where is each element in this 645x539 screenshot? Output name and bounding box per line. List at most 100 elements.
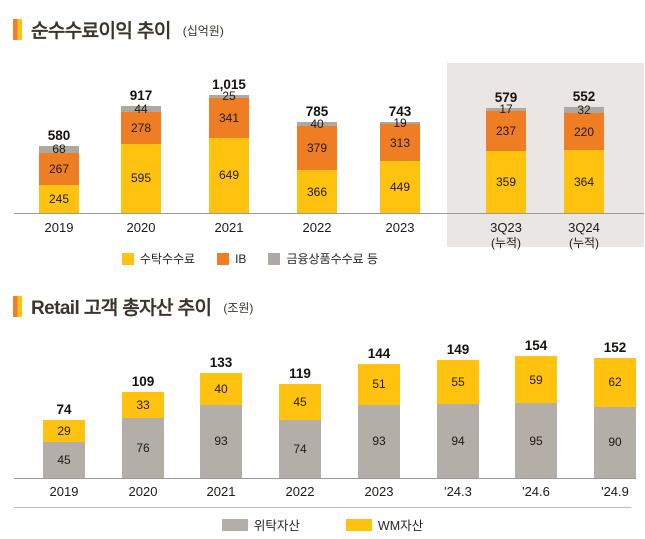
stacked-bar-2022: 366 379 40 785 <box>297 104 337 213</box>
bar-segment: 55 <box>437 360 479 404</box>
stacked-bar-3Q23: 359 237 17 579 <box>486 90 526 213</box>
stacked-bar-2019: 245 267 68 580 <box>39 128 79 213</box>
segment-value-label: 90 <box>608 435 622 450</box>
segment-value-label: 366 <box>306 184 328 199</box>
bar-segment: 19 <box>380 117 420 129</box>
title-marker-icon <box>13 296 22 317</box>
legend-item-financial-product-fee: 금융상품수수료 등 <box>268 250 378 267</box>
segment-value-label: 76 <box>136 441 150 455</box>
total-value-label: 552 <box>572 89 596 105</box>
bar-segment: 74 <box>279 419 321 478</box>
total-value-label: 743 <box>388 104 412 120</box>
bar-segment: 62 <box>594 357 636 407</box>
bar-segment: 379 <box>297 126 337 171</box>
asset-chart-title: Retail 고객 총자산 추이 (조원) <box>13 293 253 320</box>
segment-value-label: 32 <box>577 102 591 117</box>
total-value-label: 109 <box>131 373 155 389</box>
bar-segment: 595 <box>121 143 161 213</box>
bar-segment: 278 <box>121 111 161 144</box>
stacked-bar-'24.6: 95 59 154 <box>515 338 557 478</box>
stacked-bar-2021: 93 40 133 <box>200 355 242 478</box>
segment-value-label: 19 <box>393 116 407 131</box>
ib-swatch-icon <box>217 252 230 265</box>
bar-segment: 68 <box>39 142 79 157</box>
segment-value-label: 220 <box>573 124 595 139</box>
bar-segment: 313 <box>380 124 420 161</box>
segment-value-label: 449 <box>389 179 411 194</box>
bar-segment: 33 <box>122 391 164 418</box>
total-value-label: 580 <box>47 127 71 143</box>
segment-value-label: 313 <box>389 135 411 150</box>
category-label-2021: 2021 <box>214 220 244 235</box>
segment-value-label: 68 <box>52 142 66 157</box>
total-value-label: 119 <box>289 365 311 381</box>
total-value-label: 74 <box>56 401 72 417</box>
fee-chart-title-text: 순수수료이익 추이 <box>31 21 171 42</box>
asset-chart-unit-label: (조원) <box>223 301 254 315</box>
wm-assets-swatch-icon <box>345 518 372 531</box>
bar-segment: 449 <box>380 160 420 213</box>
segment-value-label: 93 <box>214 434 228 449</box>
asset-chart-title-text: Retail 고객 총자산 추이 <box>31 298 212 319</box>
legend-divider-line <box>14 507 631 508</box>
bar-segment: 90 <box>594 406 636 478</box>
category-label-2020: 2020 <box>128 484 158 499</box>
fee-chart-legend: 수탁수수료 IB 금융상품수수료 등 <box>0 250 500 267</box>
segment-value-label: 93 <box>372 434 386 449</box>
segment-value-label: 341 <box>218 110 240 125</box>
segment-value-label: 33 <box>136 397 150 412</box>
x-axis-line <box>14 213 644 214</box>
title-marker-icon <box>13 19 22 40</box>
bar-segment: 95 <box>515 403 557 478</box>
bar-segment: 359 <box>486 151 526 213</box>
bar-segment: 45 <box>43 442 85 478</box>
category-label-2021: 2021 <box>206 484 236 499</box>
segment-value-label: 59 <box>529 372 543 387</box>
category-label-3Q24: 3Q24 (누적) <box>539 220 629 250</box>
category-label-'24.6: '24.6 <box>522 484 550 499</box>
bar-segment: 51 <box>358 364 400 405</box>
segment-value-label: 237 <box>495 123 517 138</box>
category-label-2022: 2022 <box>302 220 332 235</box>
bar-segment: 94 <box>437 403 479 478</box>
category-label-2022: 2022 <box>285 484 315 499</box>
bar-segment: 341 <box>209 97 249 138</box>
total-value-label: 917 <box>129 88 153 104</box>
stacked-bar-2019: 45 29 74 <box>43 402 85 478</box>
segment-value-label: 25 <box>222 89 236 104</box>
segment-value-label: 94 <box>451 433 465 448</box>
asset-chart-legend: 위탁자산 WM자산 <box>0 515 645 534</box>
total-value-label: 152 <box>603 339 627 355</box>
legend-item-wm-assets: WM자산 <box>345 515 423 534</box>
bar-segment: 220 <box>564 112 604 151</box>
segment-value-label: 62 <box>608 375 622 390</box>
segment-value-label: 359 <box>495 175 517 190</box>
category-sublabel: (누적) <box>568 235 600 250</box>
segment-value-label: 364 <box>573 174 595 189</box>
bar-segment: 32 <box>564 102 604 117</box>
bar-segment: 649 <box>209 137 249 213</box>
fee-chart-unit-label: (십억원) <box>182 24 224 38</box>
bar-segment: 267 <box>39 153 79 185</box>
fee-chart-title: 순수수료이익 추이 (십억원) <box>13 16 224 43</box>
segment-value-label: 278 <box>130 120 152 135</box>
stacked-bar-'24.9: 90 62 152 <box>594 340 636 478</box>
category-label-2023: 2023 <box>364 484 394 499</box>
legend-item-brokerage-fee: 수탁수수료 <box>121 250 195 267</box>
bar-segment: 40 <box>200 372 242 405</box>
stacked-bar-2022: 74 45 119 <box>279 366 321 478</box>
legend-item-ib: IB <box>217 252 246 266</box>
segment-value-label: 245 <box>48 191 70 206</box>
bar-segment: 29 <box>43 419 85 443</box>
segment-value-label: 595 <box>130 171 152 186</box>
legend-item-consignment-assets: 위탁자산 <box>221 515 300 534</box>
stacked-bar-3Q24: 364 220 32 552 <box>564 89 604 213</box>
stacked-bar-2023: 449 313 19 743 <box>380 104 420 213</box>
total-value-label: 579 <box>494 89 518 105</box>
legend-label-consignment-assets: 위탁자산 <box>253 519 300 533</box>
segment-value-label: 45 <box>57 453 71 468</box>
bar-segment: 364 <box>564 150 604 213</box>
legend-label-financial-product-fee: 금융상품수수료 등 <box>286 252 379 266</box>
bar-segment: 45 <box>279 383 321 420</box>
total-value-label: 785 <box>305 103 329 119</box>
